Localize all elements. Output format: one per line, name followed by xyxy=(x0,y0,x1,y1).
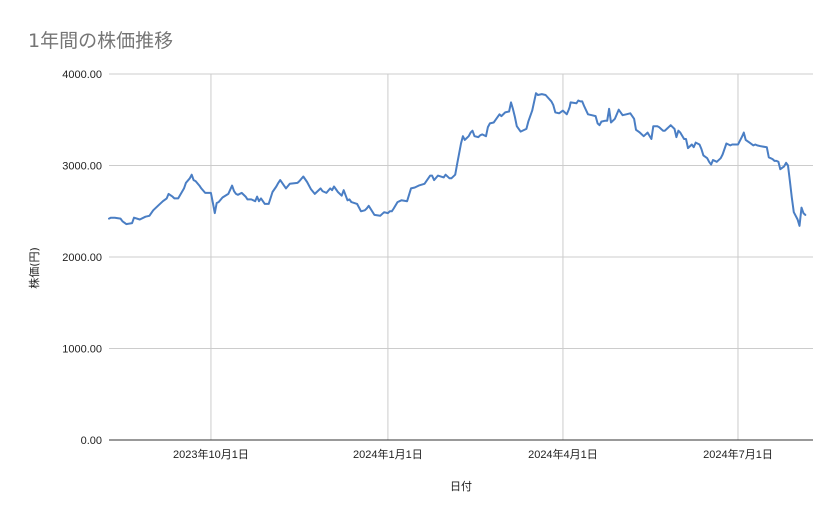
x-tick-label: 2024年4月1日 xyxy=(528,447,598,461)
x-axis-ticks: 2023年10月1日 2024年1月1日 2024年4月1日 2024年7月1日 xyxy=(173,447,773,461)
y-tick-label: 3000.00 xyxy=(62,161,102,173)
y-tick-label: 0.00 xyxy=(81,435,102,447)
x-tick-label: 2023年10月1日 xyxy=(173,447,249,461)
gridlines xyxy=(109,73,813,440)
y-axis-ticks: 0.00 1000.00 2000.00 3000.00 4000.00 xyxy=(62,69,102,447)
y-axis-title: 株価(円) xyxy=(27,247,41,289)
x-axis-title: 日付 xyxy=(450,480,472,493)
y-tick-label: 4000.00 xyxy=(62,69,102,81)
stock-price-line xyxy=(108,92,807,227)
y-tick-label: 2000.00 xyxy=(62,252,102,264)
x-tick-label: 2024年7月1日 xyxy=(703,447,773,461)
chart-title: 1年間の株価推移 xyxy=(28,30,174,52)
y-tick-label: 1000.00 xyxy=(62,344,102,356)
x-tick-label: 2024年1月1日 xyxy=(353,447,423,461)
